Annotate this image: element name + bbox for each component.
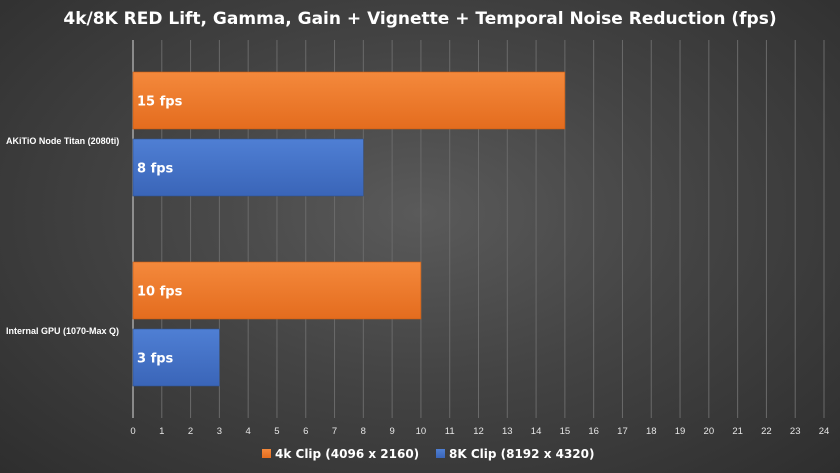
x-tick-label: 0 <box>130 426 135 437</box>
x-tick-label: 13 <box>502 426 513 437</box>
legend-swatch <box>262 449 271 458</box>
category-axis: AKiTiO Node Titan (2080ti) Internal GPU (… <box>6 136 119 336</box>
x-tick-label: 8 <box>361 426 366 437</box>
x-tick-label: 7 <box>332 426 337 437</box>
data-label: 3 fps <box>137 352 174 367</box>
data-label: 15 fps <box>137 95 183 110</box>
category-label: Internal GPU (1070-Max Q) <box>6 326 119 336</box>
bar-4k-0 <box>132 71 566 130</box>
legend-label: 8K Clip (8192 x 4320) <box>449 447 595 461</box>
x-tick-label: 24 <box>819 426 830 437</box>
bars: 15 fps 8 fps 10 fps 3 fps <box>132 71 566 387</box>
x-tick-label: 10 <box>416 426 427 437</box>
x-tick-label: 5 <box>274 426 279 437</box>
x-tick-label: 1 <box>159 426 164 437</box>
legend: 4k Clip (4096 x 2160) 8K Clip (8192 x 432… <box>262 447 595 461</box>
x-tick-label: 19 <box>675 426 686 437</box>
x-tick-label: 23 <box>790 426 801 437</box>
x-tick-label: 15 <box>560 426 571 437</box>
legend-swatch <box>436 449 445 458</box>
x-tick-label: 16 <box>588 426 599 437</box>
x-tick-label: 14 <box>531 426 542 437</box>
x-tick-label: 9 <box>389 426 394 437</box>
x-tick-label: 12 <box>473 426 484 437</box>
chart-title: 4k/8K RED Lift, Gamma, Gain + Vignette +… <box>63 9 776 29</box>
x-tick-label: 21 <box>732 426 743 437</box>
bar-8k-1 <box>132 328 220 387</box>
x-tick-label: 20 <box>704 426 715 437</box>
data-label: 10 fps <box>137 285 183 300</box>
x-tick-label: 11 <box>445 426 455 437</box>
x-tick-label: 3 <box>217 426 222 437</box>
data-label: 8 fps <box>137 162 174 177</box>
x-tick-label: 6 <box>303 426 308 437</box>
x-tick-label: 22 <box>761 426 772 437</box>
x-tick-label: 18 <box>646 426 657 437</box>
bar-4k-1 <box>132 261 422 320</box>
x-tick-label: 17 <box>617 426 628 437</box>
x-tick-label: 2 <box>188 426 193 437</box>
x-tick-label: 4 <box>246 426 251 437</box>
category-label: AKiTiO Node Titan (2080ti) <box>6 136 119 146</box>
legend-label: 4k Clip (4096 x 2160) <box>275 447 419 461</box>
bar-8k-0 <box>132 138 364 197</box>
